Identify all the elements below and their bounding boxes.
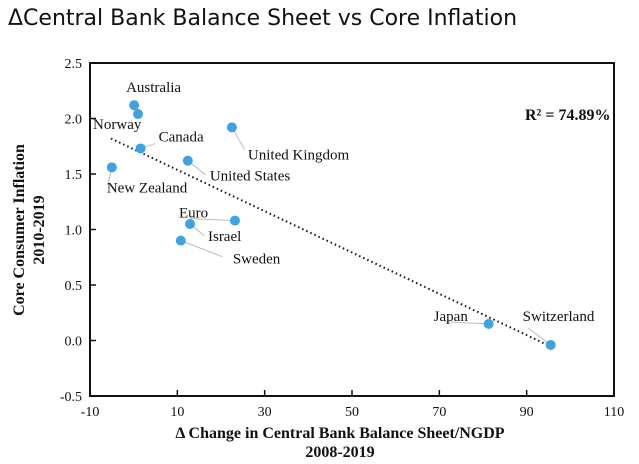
y-tick-label: 0.5 [65,279,83,294]
x-tick-label: 30 [258,405,272,420]
y-tick-label: 1.0 [65,224,83,239]
y-tick-label: 2.5 [65,57,83,72]
chart-title: ΔCentral Bank Balance Sheet vs Core Infl… [8,6,518,31]
r-squared-annotation: R² = 74.89% [525,107,610,124]
y-axis-label-years: 2010-2019 [31,195,48,264]
data-label-japan: Japan [434,309,469,325]
leader-line-sweden [180,240,223,258]
x-tick-label: -10 [81,405,100,420]
data-point-canada [135,143,146,154]
y-tick-label: -0.5 [60,390,82,405]
data-label-norway: Norway [93,117,142,133]
data-label-united-kingdom: United Kingdom [248,147,350,163]
data-point-israel [184,218,195,229]
x-tick-label: 110 [604,405,624,420]
x-axis-label: Δ Change in Central Bank Balance Sheet/N… [175,425,504,442]
x-tick-label: 70 [432,405,446,420]
y-tick-label: 1.5 [65,168,83,183]
data-label-canada: Canada [159,129,204,145]
leader-line-japan [444,321,489,325]
data-point-united-kingdom [226,122,237,133]
data-point-australia [129,100,140,111]
data-label-sweden: Sweden [233,252,281,268]
data-label-israel: Israel [208,229,241,245]
data-label-euro: Euro [179,206,208,222]
x-tick-label: 10 [170,405,184,420]
leader-line-euro [190,218,235,222]
data-label-united-states: United States [210,169,291,185]
data-point-switzerland [545,339,556,350]
data-point-united-states [182,155,193,166]
y-axis-label: Core Consumer Inflation [11,144,28,316]
data-point-euro [229,215,240,226]
y-tick-label: 2.0 [65,113,83,128]
x-tick-label: 50 [345,405,359,420]
x-tick-label: 90 [520,405,534,420]
data-point-norway [133,109,144,120]
x-axis-label-years: 2008-2019 [305,444,374,461]
data-label-australia: Australia [126,80,181,96]
data-label-switzerland: Switzerland [523,309,595,325]
data-point-japan [483,318,494,329]
y-tick-label: 0.0 [65,335,83,350]
data-label-new-zealand: New Zealand [107,180,188,196]
data-point-sweden [175,235,186,246]
data-point-new-zealand [106,162,117,173]
